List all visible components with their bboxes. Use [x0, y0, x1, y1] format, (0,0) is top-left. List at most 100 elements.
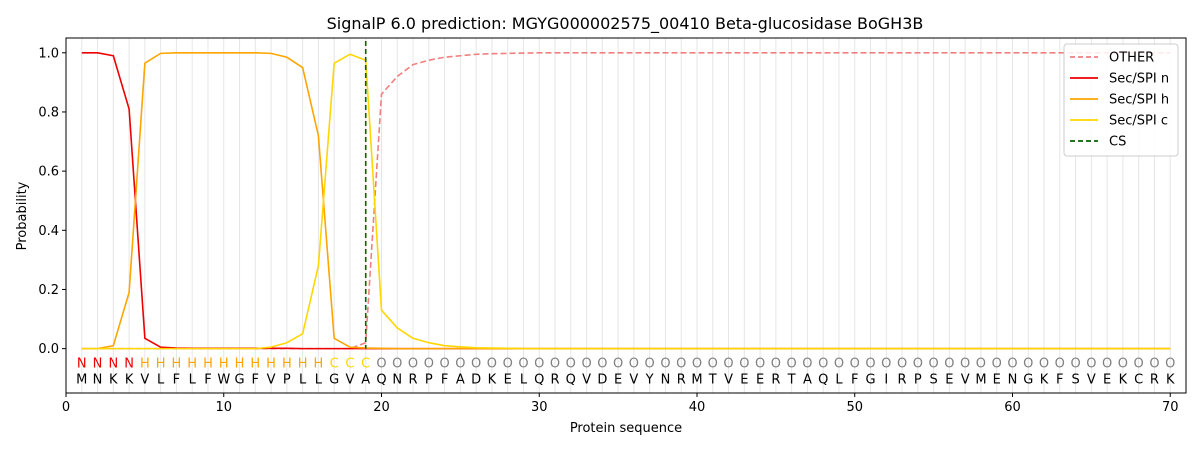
sequence-letter: G [1023, 373, 1033, 388]
region-label: O [613, 357, 623, 372]
x-tick-label: 60 [1004, 400, 1021, 415]
region-label: O [928, 357, 938, 372]
sequence-letter: L [157, 373, 165, 388]
sequence-letter: N [392, 373, 402, 388]
sequence-letter: V [961, 373, 970, 388]
grid-layer [81, 38, 1171, 393]
sequence-letter: R [677, 373, 686, 388]
region-label: O [850, 357, 860, 372]
region-label: O [534, 357, 544, 372]
sequence-letter: Q [566, 373, 576, 388]
sequence-letter: F [1056, 373, 1063, 388]
sequence-letter: L [835, 373, 843, 388]
region-label: N [77, 357, 87, 372]
region-label: O [708, 357, 718, 372]
region-label: O [1134, 357, 1144, 372]
region-label: C [330, 357, 339, 372]
sequence-letter: Q [534, 373, 544, 388]
legend-box [1063, 43, 1179, 157]
sequence-letter: E [945, 373, 953, 388]
region-label: O [1007, 357, 1017, 372]
sequence-letter: G [234, 373, 244, 388]
region-label: O [597, 357, 607, 372]
sequence-letter: R [409, 373, 418, 388]
region-label: O [660, 357, 670, 372]
x-tick-label: 50 [846, 400, 863, 415]
sequence-letter: R [898, 373, 907, 388]
sequence-letter: L [315, 373, 323, 388]
region-label: N [124, 357, 134, 372]
legend-entry: CS [1109, 135, 1126, 150]
sequence-letter: N [93, 373, 103, 388]
sequence-letter: V [267, 373, 276, 388]
region-label: O [1118, 357, 1128, 372]
region-label: O [1023, 357, 1033, 372]
region-label: O [503, 357, 513, 372]
sequence-letter: E [756, 373, 764, 388]
region-label: O [487, 357, 497, 372]
sequence-letter: K [109, 373, 118, 388]
sequence-letter: N [661, 373, 671, 388]
sequence-letter: M [975, 373, 986, 388]
sequence-letter: V [629, 373, 638, 388]
sequence-letter: E [614, 373, 622, 388]
legend-entry: Sec/SPI c [1109, 114, 1168, 129]
sequence-letter: F [441, 373, 448, 388]
y-tick-label: 0.0 [38, 342, 59, 357]
plot-frame [65, 37, 1187, 394]
region-label: O [818, 357, 828, 372]
sequence-letter: R [771, 373, 780, 388]
region-label: O [692, 357, 702, 372]
sequence-letter: C [1134, 373, 1143, 388]
region-label: O [1070, 357, 1080, 372]
region-label: H [140, 357, 150, 372]
sequence-letter: R [1150, 373, 1159, 388]
region-label: O [1055, 357, 1065, 372]
sequence-letter: V [1087, 373, 1096, 388]
region-label: H [282, 357, 292, 372]
region-label: O [944, 357, 954, 372]
sequence-letter: V [140, 373, 149, 388]
region-label: O [1102, 357, 1112, 372]
region-label: O [518, 357, 528, 372]
region-label: H [172, 357, 182, 372]
region-label: O [897, 357, 907, 372]
region-label: O [992, 357, 1002, 372]
region-label: O [376, 357, 386, 372]
sequence-letter: R [550, 373, 559, 388]
y-tick-label: 0.6 [38, 165, 59, 180]
chart-title: SignalP 6.0 prediction: MGYG000002575_00… [327, 14, 924, 34]
sequence-letter: T [708, 373, 717, 388]
region-label: C [345, 357, 354, 372]
region-label: O [960, 357, 970, 372]
sequence-letter: K [1119, 373, 1128, 388]
sequence-letter: A [803, 373, 812, 388]
region-label: O [865, 357, 875, 372]
region-label: H [187, 357, 197, 372]
region-label: O [739, 357, 749, 372]
sequence-letter: V [724, 373, 733, 388]
sequence-letter: P [283, 373, 291, 388]
sequence-letter: W [217, 373, 230, 388]
region-label: N [108, 357, 118, 372]
sequence-letter: E [504, 373, 512, 388]
legend-entry: Sec/SPI h [1109, 93, 1169, 108]
x-tick-label: 30 [531, 400, 548, 415]
region-label: N [93, 357, 103, 372]
sequence-letter: D [597, 373, 607, 388]
region-label: O [408, 357, 418, 372]
region-label: O [1149, 357, 1159, 372]
region-label: H [298, 357, 308, 372]
region-label: O [834, 357, 844, 372]
region-label: O [1039, 357, 1049, 372]
region-label: H [235, 357, 245, 372]
region-label: O [787, 357, 797, 372]
series-layer [81, 51, 1171, 350]
region-label: O [471, 357, 481, 372]
region-label: C [361, 357, 370, 372]
y-tick-label: 0.8 [38, 105, 59, 120]
sequence-letter: M [691, 373, 702, 388]
